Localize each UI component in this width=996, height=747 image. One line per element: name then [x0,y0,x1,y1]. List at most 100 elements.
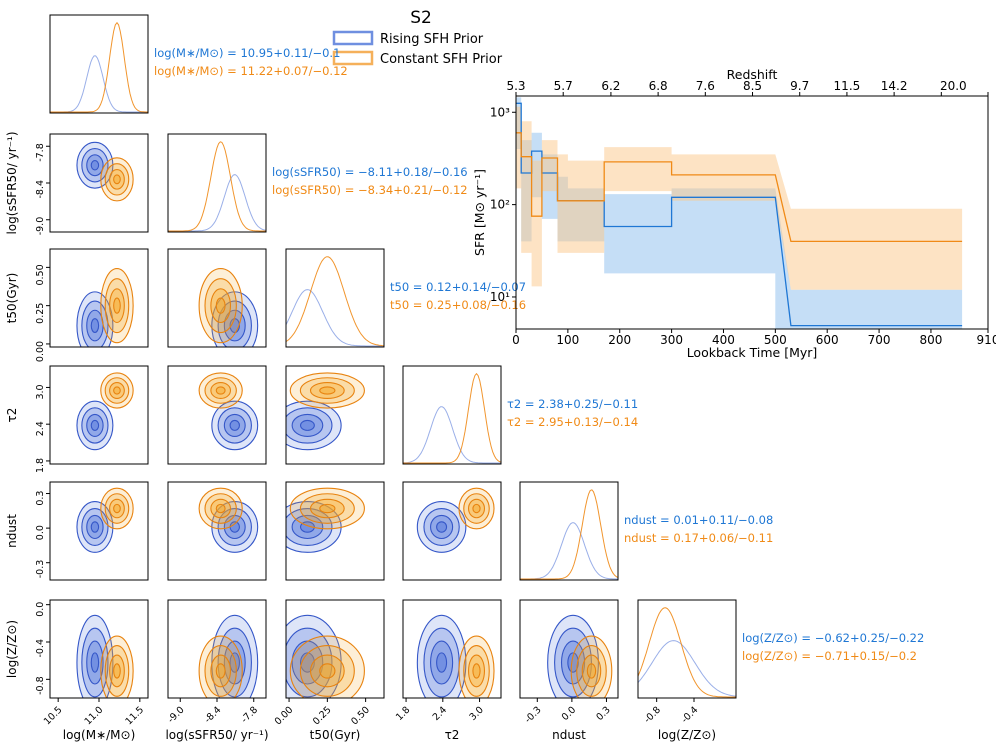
panel-content [416,614,495,698]
annotation-orange-logZ: log(Z/Z⊙) = −0.71+0.15/−0.2 [742,649,917,663]
panel-content [198,372,259,451]
contour-orange-level-1 [463,644,490,697]
contour-orange-level-1 [104,377,130,404]
x-tick-label: 3.0 [467,705,485,723]
panel-frame [49,14,149,114]
y-axis-label: log(sSFR50/ yr⁻¹) [5,131,19,234]
histogram-line-blue [286,289,384,347]
contour-blue-level-2 [430,640,454,685]
x-axis-label: t50(Gyr) [310,728,361,742]
panel-frame [285,248,385,348]
panel-content [76,487,134,553]
sfh-line-1 [516,132,963,243]
panel-content [638,607,736,698]
annotation-blue-ssfr: log(sSFR50) = −8.11+0.18/−0.16 [272,165,468,179]
contour-blue-level-3 [436,652,448,673]
x-axis-label: log(M∗/M⊙) [63,728,136,742]
panel-frame [285,481,385,581]
contour-orange-level-1 [104,644,130,697]
contour-blue-level-0 [286,400,342,451]
annotation-blue-t50: t50 = 0.12+0.14/−0.07 [390,280,526,294]
contour-blue-level-1 [81,507,109,546]
panel-frame [402,599,502,699]
x-tick-label: 0.0 [560,705,578,723]
histogram-line-orange [638,607,736,698]
sfh-x-tick-label: 100 [556,333,579,347]
sfh-y-tick-label: 10³ [490,105,510,119]
x-tick-label: -8.4 [202,705,223,726]
contour-orange-level-1 [576,644,607,697]
corner-panel-4-4 [519,481,619,581]
y-tick-label: 1.8 [35,458,46,473]
corner-panel-1-1 [167,133,267,233]
figure-title: S2 [410,8,432,28]
sfh-y-tick-label: 10² [490,198,510,212]
panel-frame [402,481,502,581]
contour-orange-level-3 [319,386,336,395]
panel-frame [167,133,267,233]
contour-orange-level-1 [299,493,355,524]
sfh-y-axis-label: SFR [M⊙ yr⁻¹] [472,169,487,256]
x-tick-label: 2.4 [431,705,449,723]
contour-orange-level-3 [113,297,121,314]
corner-panel-2-0: 0.00 0.25 0.50 t50(Gyr) [5,248,149,362]
y-tick-label: -9.0 [35,217,46,236]
sfh-band-0 [516,97,963,329]
corner-panel-5-1: -9.0 -8.4 -7.8 log(sSFR50/ yr⁻¹) [165,599,269,742]
contour-blue-level-2 [223,413,246,437]
panel-content [520,489,618,580]
x-axis-label: ndust [552,728,586,742]
sfh-plot-area [516,97,963,329]
contour-orange-level-1 [204,644,237,697]
contour-orange-level-1 [104,163,130,196]
y-tick-label: 0.0 [35,525,46,540]
contour-blue-level-3 [90,419,100,431]
corner-panel-3-1 [167,365,267,465]
contour-blue-level-3 [567,652,579,673]
contour-blue-level-2 [86,413,104,437]
y-tick-label: -0.4 [35,639,46,658]
contour-blue-level-0 [76,291,114,347]
corner-panel-3-0: 1.8 2.4 3.0 τ2 [5,365,149,473]
contour-orange-level-3 [113,663,121,679]
sfh-x-tick-label: 500 [764,333,787,347]
panel-frame [167,248,267,348]
x-tick-label: 0.00 [273,705,296,728]
sfh-x-tick-label: 300 [660,333,683,347]
contour-orange-level-2 [467,654,486,688]
contour-orange-level-2 [309,654,345,688]
corner-panel-4-2 [285,481,385,581]
annotation-orange-ssfr: log(sSFR50) = −8.34+0.21/−0.12 [272,183,468,197]
contour-orange-level-2 [210,654,232,688]
y-tick-label: 0.3 [35,491,46,506]
annotation-blue-ndust: ndust = 0.01+0.11/−0.08 [624,513,773,527]
contour-orange-level-1 [299,377,355,404]
contour-orange-level-2 [210,498,232,519]
sfh-x-tick-label: 700 [868,333,891,347]
panel-frame [49,365,149,465]
contour-blue-level-2 [86,640,104,685]
legend-swatch-rising [332,30,374,46]
legend-label-constant: Constant SFH Prior [380,52,503,67]
panel-content [76,614,134,698]
y-tick-label: 0.50 [35,264,46,285]
y-tick-label: 0.00 [35,341,46,362]
panel-content [286,614,365,698]
y-tick-label: 0.25 [35,303,46,324]
x-tick-label: -9.0 [166,705,187,726]
panel-frame [49,248,149,348]
contour-blue-level-2 [223,309,246,342]
x-axis-label: log(sSFR50/ yr⁻¹) [165,728,268,742]
contour-orange-level-3 [319,663,336,679]
corner-panel-2-1 [167,248,267,348]
contour-orange-level-2 [109,288,125,324]
sfh-top-tick-label: 9.7 [790,79,809,93]
corner-panel-5-4: -0.3 0.0 0.3 ndust [519,599,619,742]
panel-content [416,487,495,553]
y-tick-label: -0.8 [35,676,46,695]
legend: Rising SFH Prior Constant SFH Prior [332,30,503,67]
histogram-line-orange [168,141,266,232]
contour-orange-level-3 [113,503,121,514]
